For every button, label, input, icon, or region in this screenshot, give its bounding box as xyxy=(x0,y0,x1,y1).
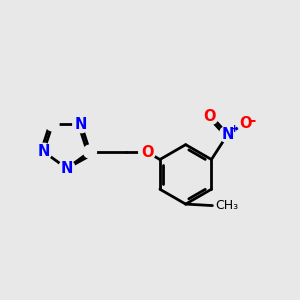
Text: -: - xyxy=(249,113,256,128)
Circle shape xyxy=(83,145,97,158)
Circle shape xyxy=(46,118,59,131)
Circle shape xyxy=(139,144,155,160)
Text: N: N xyxy=(38,144,50,159)
Text: N: N xyxy=(61,161,73,176)
Circle shape xyxy=(202,108,218,125)
Text: O: O xyxy=(239,116,252,131)
Text: O: O xyxy=(204,109,216,124)
Text: O: O xyxy=(141,145,153,160)
Circle shape xyxy=(73,116,89,133)
Text: CH₃: CH₃ xyxy=(215,199,238,212)
Circle shape xyxy=(35,143,52,160)
Text: N: N xyxy=(75,117,87,132)
Circle shape xyxy=(219,126,236,142)
Circle shape xyxy=(237,116,254,132)
Circle shape xyxy=(58,160,75,177)
Text: N: N xyxy=(222,127,234,142)
Text: +: + xyxy=(230,124,239,134)
